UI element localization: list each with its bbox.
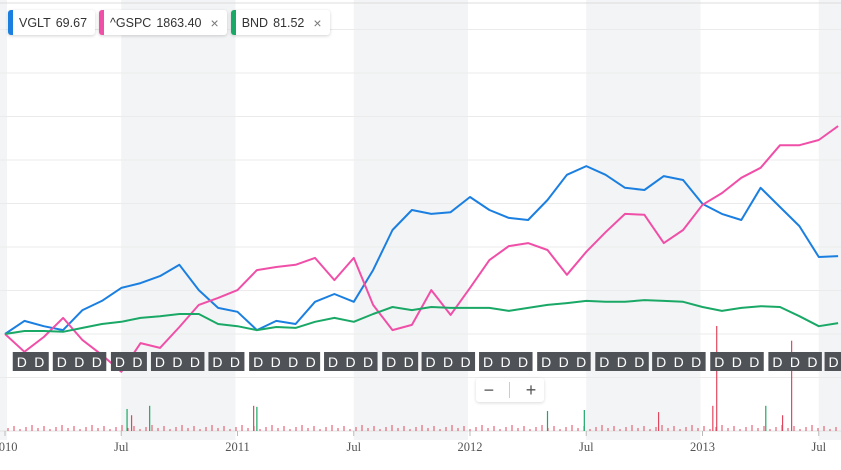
dividend-marker[interactable]: D [772,354,782,370]
divider [509,382,511,398]
dividend-marker[interactable]: D [92,354,102,370]
dividend-group [824,352,841,371]
legend-chip-gspc[interactable]: ^GSPC 1863.40 × [99,10,227,35]
close-icon[interactable]: × [313,14,322,31]
dividend-marker[interactable]: D [155,354,165,370]
x-tick-label: 2012 [458,440,483,454]
x-tick-label: Jul [346,440,361,454]
dividend-marker[interactable]: D [483,354,493,370]
dividend-marker[interactable]: D [500,354,510,370]
legend-value: 69.67 [55,15,88,30]
series-color-bar [230,10,236,35]
dividend-marker[interactable]: D [674,354,684,370]
dividend-marker[interactable]: D [634,354,644,370]
legend-chip-bnd[interactable]: BND 81.52 × [230,10,330,35]
dividend-marker[interactable]: D [306,354,316,370]
legend-value: 1863.40 [156,15,202,30]
legend-symbol: BND [241,15,269,30]
dividend-group [768,352,822,371]
dividend-marker[interactable]: D [426,354,436,370]
close-icon[interactable]: × [210,14,219,31]
dividend-marker[interactable]: D [363,354,373,370]
dividend-marker[interactable]: D [443,354,453,370]
dividend-group [208,352,245,371]
dividend-marker[interactable]: D [829,354,839,370]
dividend-marker[interactable]: D [714,354,724,370]
zoom-out-button[interactable]: − [483,379,495,400]
dividend-marker[interactable]: D [576,354,586,370]
dividend-marker[interactable]: D [404,354,414,370]
dividend-marker[interactable]: D [656,354,666,370]
shaded-band [0,0,7,440]
zoom-controls: − + [476,378,544,402]
dividend-marker[interactable]: D [172,354,182,370]
dividend-group [150,352,205,371]
x-tick-label: 2011 [225,440,250,454]
dividend-group [249,352,321,371]
x-tick-label: 2013 [690,440,715,454]
dividend-marker[interactable]: D [253,354,263,370]
legend-symbol: ^GSPC [110,15,152,30]
dividend-marker[interactable]: D [132,354,142,370]
dividend-marker[interactable]: D [328,354,338,370]
dividend-marker[interactable]: D [749,354,759,370]
zoom-in-button[interactable]: + [525,379,537,400]
dividend-marker[interactable]: D [807,354,817,370]
dividend-group [110,352,147,371]
x-tick-label: Jul [811,440,826,454]
dividend-marker[interactable]: D [732,354,742,370]
dividend-group [324,352,378,371]
series-line-gspc[interactable] [4,125,839,373]
dividend-marker[interactable]: D [386,354,396,370]
series-color-bar [8,10,13,35]
dividend-marker[interactable]: D [230,354,240,370]
dividend-group [652,352,706,371]
dividend-marker[interactable]: D [790,354,800,370]
legend: VGLT 69.67 ^GSPC 1863.40 × BND 81.52 × [8,10,330,35]
shaded-band [818,0,841,440]
series-line-bnd[interactable] [4,299,839,335]
dividend-group [421,352,476,371]
dividend-marker[interactable]: D [599,354,609,370]
dividend-marker[interactable]: D [34,354,44,370]
dividend-marker[interactable]: D [212,354,222,370]
dividend-group [537,352,591,371]
dividend-marker[interactable]: D [691,354,701,370]
dividend-marker[interactable]: D [541,354,551,370]
dividend-marker[interactable]: D [57,354,67,370]
dividend-marker[interactable]: D [17,354,27,370]
dividend-group [710,352,764,371]
dividend-marker[interactable]: D [559,354,569,370]
legend-chip-vglt[interactable]: VGLT 69.67 [8,10,96,35]
dividend-marker[interactable]: D [271,354,281,370]
dividend-marker[interactable]: D [345,354,355,370]
dividend-marker[interactable]: D [518,354,528,370]
dividend-marker[interactable]: D [115,354,125,370]
shaded-band [121,0,236,440]
dividend-group [52,352,107,371]
shaded-band [353,0,468,440]
x-tick-label: Jul [579,440,594,454]
shaded-band [586,0,701,440]
legend-value: 81.52 [273,15,305,30]
x-tick-label: Jul [114,440,129,454]
dividend-marker[interactable]: D [617,354,627,370]
dividend-marker[interactable]: D [461,354,471,370]
series-color-bar [99,10,105,35]
dividend-group [595,352,649,371]
legend-symbol: VGLT [19,15,51,30]
dividend-marker[interactable]: D [288,354,298,370]
series-line-vglt[interactable] [4,165,839,335]
x-tick-label: 2010 [0,440,18,454]
dividend-group [479,352,533,371]
dividend-group [382,352,419,371]
dividend-marker[interactable]: D [190,354,200,370]
dividend-group [12,352,49,371]
dividend-marker[interactable]: D [74,354,84,370]
